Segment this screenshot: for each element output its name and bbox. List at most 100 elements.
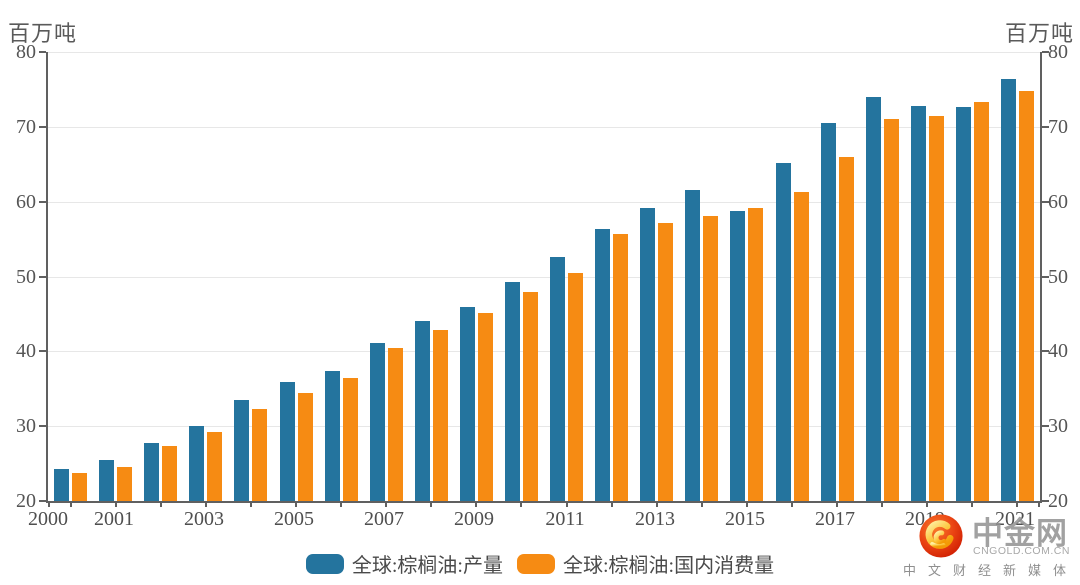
gridline [48, 277, 1040, 278]
x-axis-tick [881, 501, 883, 507]
legend-item-consumption: 全球:棕榈油:国内消费量 [517, 549, 774, 578]
x-axis-tick [430, 501, 432, 507]
x-axis-label-2001: 2001 [94, 508, 134, 530]
bar-production-2019 [911, 106, 926, 501]
bar-consumption-2018 [884, 119, 899, 501]
x-axis-corner-tick [48, 501, 50, 507]
bar-consumption-2011 [568, 273, 583, 501]
bar-consumption-2010 [523, 292, 538, 501]
y-axis-tick [1042, 350, 1049, 352]
bar-production-2020 [956, 107, 971, 501]
x-axis-label-2007: 2007 [364, 508, 404, 530]
bar-consumption-2004 [252, 409, 267, 501]
gridline [48, 127, 1040, 128]
bar-consumption-2009 [478, 313, 493, 501]
bar-production-2005 [280, 382, 295, 501]
bar-consumption-2007 [388, 348, 403, 501]
y-axis-tick [1042, 126, 1049, 128]
y-axis-label: 50 [16, 266, 36, 288]
bar-consumption-2005 [298, 393, 313, 501]
bar-production-2004 [234, 400, 249, 501]
bar-consumption-2012 [613, 234, 628, 501]
y-axis-tick [39, 51, 46, 53]
y-axis-label: 80 [16, 41, 36, 63]
bar-consumption-2000 [72, 473, 87, 501]
watermark-logo: 中金网 CNGOLD.COM.CN 中文财经新媒体 [898, 503, 1080, 583]
cngold-logo-icon [919, 514, 963, 558]
x-axis-tick [160, 501, 162, 507]
x-axis-tick [70, 501, 72, 507]
x-axis-label-2011: 2011 [545, 508, 585, 530]
x-axis-tick [520, 501, 522, 507]
bar-production-2009 [460, 307, 475, 501]
cngold-logo-name: 中金网 [972, 516, 1068, 551]
bar-consumption-2003 [207, 432, 222, 501]
x-axis-tick [611, 501, 613, 507]
x-axis-label-2021: 2021 [995, 508, 1035, 530]
x-axis-tick [115, 501, 117, 507]
bar-production-2013 [640, 208, 655, 501]
x-axis-tick [926, 501, 928, 507]
x-axis-tick [701, 501, 703, 507]
y-axis-tick [1042, 51, 1049, 53]
y-axis-label: 20 [16, 490, 36, 512]
bar-consumption-2016 [794, 192, 809, 501]
x-axis-tick [791, 501, 793, 507]
y-axis-label: 80 [1048, 41, 1068, 63]
x-axis-label-2013: 2013 [635, 508, 675, 530]
bar-consumption-2017 [839, 157, 854, 501]
bar-production-2000 [54, 469, 69, 501]
x-axis-tick [836, 501, 838, 507]
y-axis-label: 50 [1048, 266, 1068, 288]
y-axis-unit-left: 百万吨 [8, 21, 78, 46]
x-axis-tick [340, 501, 342, 507]
y-axis-unit-right: 百万吨 [1004, 21, 1074, 46]
bar-production-2014 [685, 190, 700, 501]
bar-production-2006 [325, 371, 340, 501]
bar-production-2021 [1001, 79, 1016, 501]
y-axis-tick [1042, 500, 1049, 502]
x-axis-tick [971, 501, 973, 507]
x-axis-label-2000: 2000 [28, 508, 68, 530]
bar-production-2010 [505, 282, 520, 501]
bar-production-2007 [370, 343, 385, 501]
y-axis-tick [39, 425, 46, 427]
bar-consumption-2013 [658, 223, 673, 501]
bar-production-2001 [99, 460, 114, 501]
y-axis-label: 70 [16, 116, 36, 138]
x-axis-tick [475, 501, 477, 507]
y-axis-tick [39, 201, 46, 203]
y-axis-label: 70 [1048, 116, 1068, 138]
y-axis-tick [39, 500, 46, 502]
x-axis-tick [566, 501, 568, 507]
bar-consumption-2006 [343, 378, 358, 501]
legend-label-consumption: 全球:棕榈油:国内消费量 [563, 555, 775, 577]
x-axis-label-2009: 2009 [454, 508, 494, 530]
x-axis-label-2003: 2003 [184, 508, 224, 530]
y-axis-label: 40 [16, 340, 36, 362]
x-axis-label-2017: 2017 [815, 508, 855, 530]
x-axis-tick [1016, 501, 1018, 507]
bar-consumption-2002 [162, 446, 177, 501]
y-axis-label: 20 [1048, 490, 1068, 512]
plot-area [39, 51, 1049, 507]
bar-production-2016 [776, 163, 791, 501]
y-axis-tick [39, 126, 46, 128]
bar-production-2011 [550, 257, 565, 501]
y-axis-tick [1042, 276, 1049, 278]
legend-swatch-consumption [517, 553, 555, 574]
gridline [48, 426, 1040, 427]
bar-consumption-2019 [929, 116, 944, 501]
bar-consumption-2014 [703, 216, 718, 501]
x-axis-tick [295, 501, 297, 507]
x-axis-tick [250, 501, 252, 507]
bar-production-2018 [866, 97, 881, 501]
y-axis-tick [1042, 425, 1049, 427]
bar-production-2002 [144, 443, 159, 501]
bar-production-2012 [595, 229, 610, 501]
y-axis-label: 60 [1048, 191, 1068, 213]
cngold-logo-domain: CNGOLD.COM.CN [973, 545, 1070, 557]
gridline [48, 202, 1040, 203]
gridline [48, 351, 1040, 352]
